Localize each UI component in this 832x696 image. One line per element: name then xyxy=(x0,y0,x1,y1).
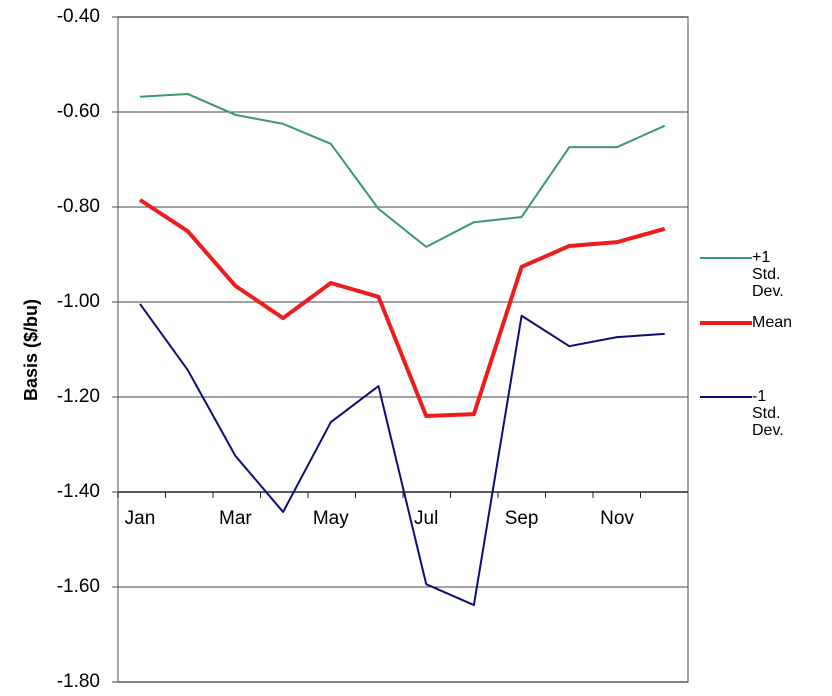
y-axis-title: Basis ($/bu) xyxy=(21,299,41,401)
x-tick-label: Jan xyxy=(125,508,156,529)
y-tick-label: -1.40 xyxy=(57,481,100,502)
y-tick-label: -1.80 xyxy=(57,671,100,692)
x-tick-label: May xyxy=(313,508,349,529)
x-tick-label: Mar xyxy=(219,508,252,529)
legend-label: Mean xyxy=(752,314,793,331)
y-tick-label: -0.80 xyxy=(57,196,100,217)
y-tick-label: -1.00 xyxy=(57,291,100,312)
x-tick-label: Sep xyxy=(505,508,539,529)
plot-frame xyxy=(117,16,689,683)
legend-label: +1 Std. Dev. xyxy=(752,249,784,300)
series-line xyxy=(139,92,666,248)
x-tick-label: Jul xyxy=(414,508,438,529)
series-line xyxy=(138,198,666,418)
legend-label: -1 Std. Dev. xyxy=(752,388,784,439)
y-tick-label: -1.60 xyxy=(57,576,100,597)
y-tick-label: -0.60 xyxy=(57,101,100,122)
x-tick-label: Nov xyxy=(600,508,634,529)
series-line xyxy=(139,303,665,607)
y-tick-label: -0.40 xyxy=(57,6,100,27)
y-tick-label: -1.20 xyxy=(57,386,100,407)
